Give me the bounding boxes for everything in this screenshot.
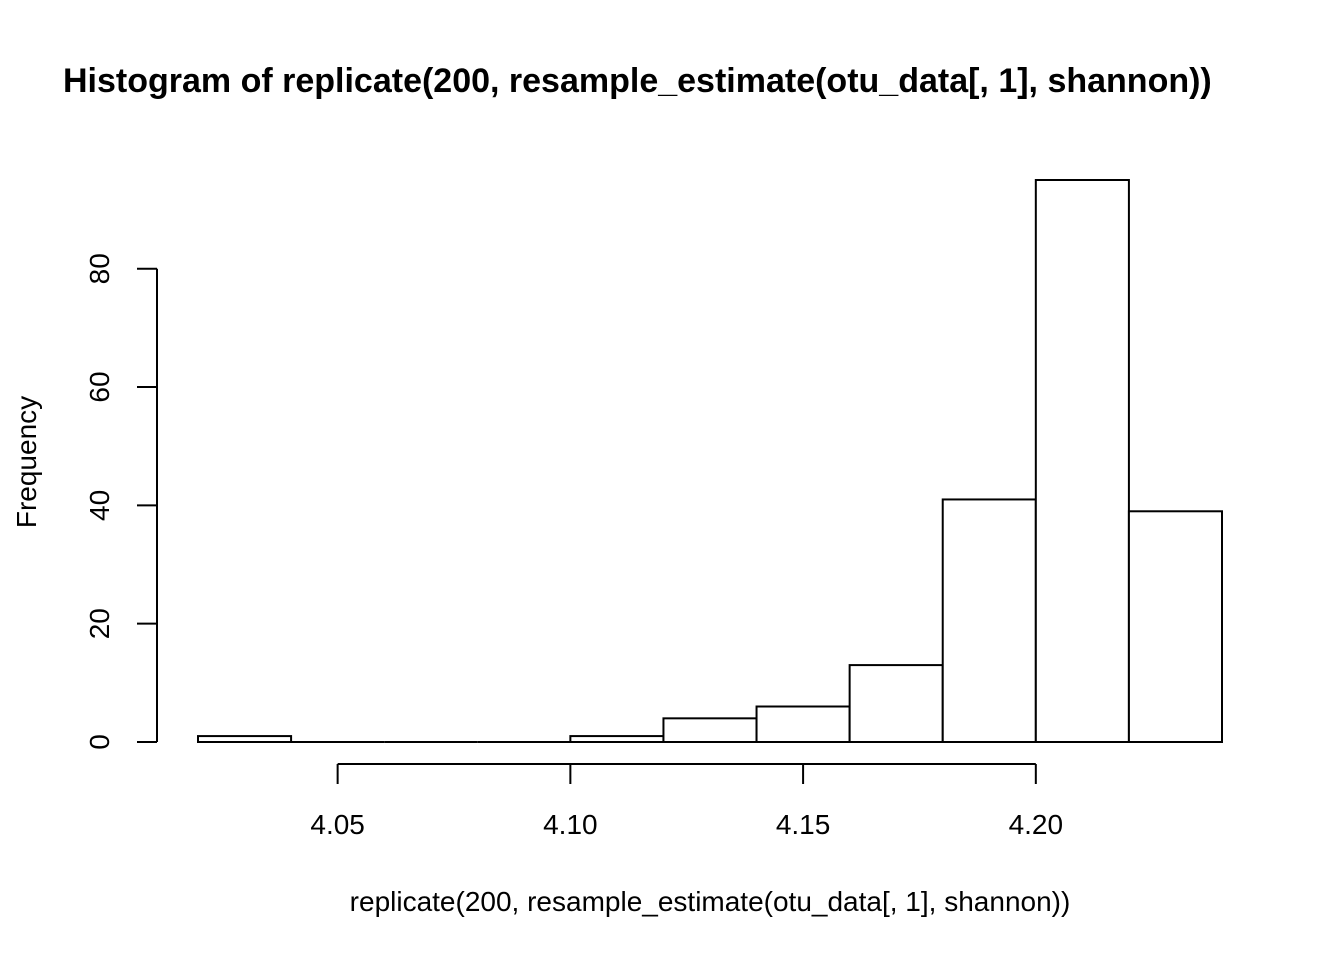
histogram-bar bbox=[197, 735, 293, 744]
histogram-bar bbox=[1034, 179, 1130, 743]
x-tick-label: 4.05 bbox=[310, 809, 365, 840]
y-tick-label: 80 bbox=[84, 253, 115, 284]
histogram-bar bbox=[941, 498, 1037, 743]
histogram-bar bbox=[662, 717, 758, 744]
histogram-bar bbox=[848, 664, 944, 743]
y-tick-label: 0 bbox=[84, 734, 115, 750]
y-tick-label: 60 bbox=[84, 371, 115, 402]
y-axis-label: Frequency bbox=[11, 396, 42, 528]
y-tick-label: 20 bbox=[84, 608, 115, 639]
x-tick-label: 4.15 bbox=[776, 809, 831, 840]
x-axis-label: replicate(200, resample_estimate(otu_dat… bbox=[350, 886, 1071, 917]
y-tick-label: 40 bbox=[84, 490, 115, 521]
y-axis: 0 20 40 60 80 bbox=[84, 253, 158, 750]
x-tick-label: 4.20 bbox=[1009, 809, 1064, 840]
bars-group bbox=[197, 179, 1223, 744]
chart-title: Histogram of replicate(200, resample_est… bbox=[63, 62, 1212, 100]
histogram-bar bbox=[755, 705, 851, 743]
x-axis: 4.05 4.10 4.15 4.20 bbox=[310, 763, 1064, 840]
histogram-bar bbox=[1127, 510, 1223, 743]
x-tick-label: 4.10 bbox=[543, 809, 598, 840]
histogram-bar bbox=[569, 735, 665, 744]
